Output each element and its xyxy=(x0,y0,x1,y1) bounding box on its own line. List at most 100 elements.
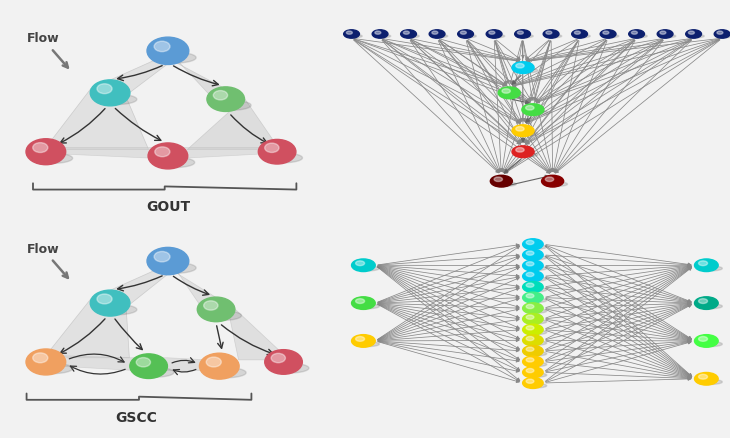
Circle shape xyxy=(491,175,512,187)
Circle shape xyxy=(154,41,170,52)
Circle shape xyxy=(543,30,559,38)
Circle shape xyxy=(717,31,723,34)
Circle shape xyxy=(404,31,410,34)
Circle shape xyxy=(26,349,66,375)
Circle shape xyxy=(352,297,375,309)
Circle shape xyxy=(600,30,616,38)
Polygon shape xyxy=(431,35,447,38)
Circle shape xyxy=(572,30,588,38)
Polygon shape xyxy=(346,35,362,38)
Circle shape xyxy=(523,303,543,314)
Circle shape xyxy=(356,336,364,341)
Polygon shape xyxy=(697,266,722,271)
Polygon shape xyxy=(525,352,547,356)
Circle shape xyxy=(603,31,609,34)
Polygon shape xyxy=(525,341,547,345)
Circle shape xyxy=(258,139,296,164)
Circle shape xyxy=(486,30,502,38)
Circle shape xyxy=(699,336,707,341)
Polygon shape xyxy=(31,363,72,374)
Circle shape xyxy=(518,31,523,34)
Polygon shape xyxy=(631,35,648,38)
Circle shape xyxy=(130,354,167,378)
Polygon shape xyxy=(263,153,302,163)
Circle shape xyxy=(631,31,637,34)
Circle shape xyxy=(213,91,228,100)
Polygon shape xyxy=(355,342,380,346)
Circle shape xyxy=(699,299,707,304)
Polygon shape xyxy=(517,35,533,38)
Polygon shape xyxy=(716,35,730,38)
Polygon shape xyxy=(58,148,264,158)
Circle shape xyxy=(91,290,130,316)
Circle shape xyxy=(526,283,534,287)
Text: GSCC: GSCC xyxy=(115,411,157,425)
Circle shape xyxy=(526,294,534,298)
Polygon shape xyxy=(659,35,676,38)
Circle shape xyxy=(206,357,221,367)
Circle shape xyxy=(523,292,543,303)
Polygon shape xyxy=(525,277,547,281)
Polygon shape xyxy=(697,304,722,309)
Polygon shape xyxy=(174,267,290,360)
Polygon shape xyxy=(545,182,567,187)
Circle shape xyxy=(265,143,279,152)
Polygon shape xyxy=(515,131,538,136)
Circle shape xyxy=(512,146,534,158)
Circle shape xyxy=(657,30,673,38)
Circle shape xyxy=(516,127,524,131)
Circle shape xyxy=(356,261,364,265)
Polygon shape xyxy=(525,255,547,260)
Polygon shape xyxy=(525,319,547,324)
Circle shape xyxy=(523,271,543,282)
Polygon shape xyxy=(525,110,548,115)
Circle shape xyxy=(458,30,474,38)
Polygon shape xyxy=(31,153,72,163)
Circle shape xyxy=(526,106,534,110)
Polygon shape xyxy=(49,57,171,150)
Circle shape xyxy=(526,326,534,330)
Circle shape xyxy=(461,31,466,34)
Circle shape xyxy=(33,143,48,152)
Circle shape xyxy=(526,262,534,266)
Circle shape xyxy=(199,353,239,379)
Circle shape xyxy=(523,324,543,335)
Circle shape xyxy=(494,177,502,181)
Circle shape xyxy=(699,261,707,265)
Circle shape xyxy=(523,260,543,271)
Circle shape xyxy=(137,357,150,367)
Circle shape xyxy=(356,299,364,304)
Circle shape xyxy=(432,31,438,34)
Polygon shape xyxy=(95,304,137,315)
Circle shape xyxy=(429,30,445,38)
Polygon shape xyxy=(355,304,380,309)
Circle shape xyxy=(33,353,48,363)
Circle shape xyxy=(714,30,730,38)
Circle shape xyxy=(344,30,359,38)
Circle shape xyxy=(147,247,189,275)
Circle shape xyxy=(523,314,543,325)
Polygon shape xyxy=(525,298,547,303)
Polygon shape xyxy=(403,35,419,38)
Circle shape xyxy=(498,87,520,99)
Circle shape xyxy=(526,379,534,383)
Polygon shape xyxy=(134,367,174,377)
Polygon shape xyxy=(545,35,562,38)
Circle shape xyxy=(352,335,375,347)
Circle shape xyxy=(97,294,112,304)
Circle shape xyxy=(346,31,353,34)
Polygon shape xyxy=(202,311,242,321)
Polygon shape xyxy=(574,35,591,38)
Circle shape xyxy=(516,64,524,68)
Circle shape xyxy=(526,347,534,351)
Circle shape xyxy=(401,30,416,38)
Circle shape xyxy=(699,374,707,379)
Polygon shape xyxy=(525,362,547,367)
Circle shape xyxy=(522,104,544,116)
Polygon shape xyxy=(525,266,547,271)
Polygon shape xyxy=(501,93,524,98)
Circle shape xyxy=(154,251,170,262)
Circle shape xyxy=(91,80,130,106)
Circle shape xyxy=(694,335,718,347)
Text: Flow: Flow xyxy=(26,243,68,278)
